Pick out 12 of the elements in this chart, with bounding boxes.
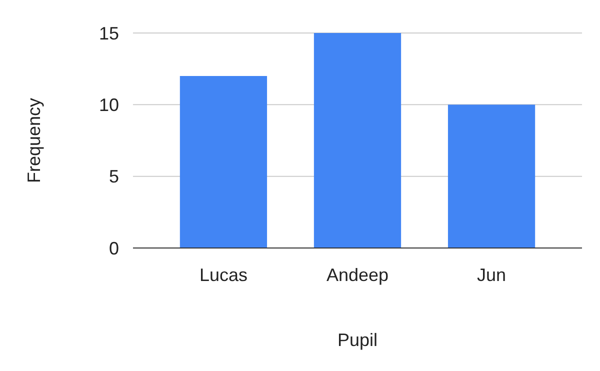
y-tick-label: 0: [108, 238, 119, 258]
x-tick-label: Lucas: [199, 265, 248, 285]
bar: [180, 76, 268, 248]
y-tick-label: 15: [98, 23, 119, 44]
y-tick-label: 10: [98, 94, 119, 115]
y-tick-label: 5: [108, 166, 119, 187]
x-tick-label: Andeep: [326, 265, 389, 285]
bar: [314, 33, 402, 248]
y-axis-title: Frequency: [24, 98, 44, 184]
bar: [448, 104, 536, 248]
x-axis-title: Pupil: [337, 330, 378, 350]
x-tick-label: Jun: [477, 265, 506, 285]
